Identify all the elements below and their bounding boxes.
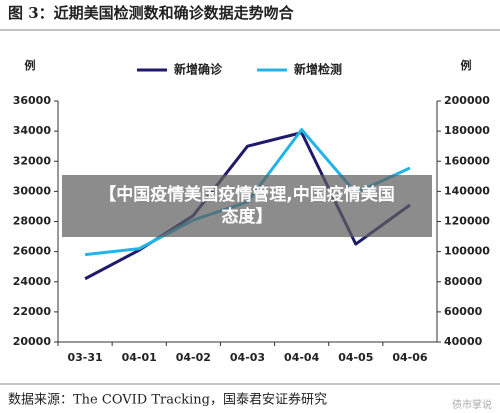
y2-tick-label: 40000 (444, 335, 483, 348)
x-tick-label: 04-06 (392, 351, 428, 364)
y-tick-label: 34000 (13, 124, 52, 137)
y2-tick-label: 140000 (444, 184, 490, 197)
y-tick-label: 24000 (13, 275, 52, 288)
x-tick-label: 04-03 (230, 351, 265, 364)
y-tick-label: 28000 (13, 215, 52, 228)
source: 数据来源：The COVID Tracking，国泰君安证券研究 (8, 392, 327, 408)
x-tick-label: 04-05 (338, 351, 373, 364)
x-tick-label: 04-01 (122, 351, 157, 364)
x-tick-label: 04-02 (176, 351, 211, 364)
y-axis-label: 例 (25, 58, 36, 72)
legend-label: 新增检测 (294, 62, 342, 77)
x-tick-label: 04-04 (284, 351, 320, 364)
watermark: 债市掌说 (452, 398, 492, 411)
y-tick-label: 32000 (13, 154, 52, 167)
y-tick-label: 30000 (13, 184, 52, 197)
y2-tick-label: 160000 (444, 154, 490, 167)
legend-label: 新增确诊 (174, 62, 223, 77)
y2-tick-label: 100000 (444, 245, 490, 258)
overlay-text: 【中国疫情美国疫情管理,中国疫情美国态度】 (99, 185, 395, 227)
y-tick-label: 22000 (13, 305, 52, 318)
x-tick-label: 03-31 (67, 351, 102, 364)
y-tick-label: 36000 (13, 94, 52, 107)
overlay-banner: 【中国疫情美国疫情管理,中国疫情美国态度】 (62, 175, 432, 237)
y2-tick-label: 180000 (444, 124, 490, 137)
chart-title: 图 3：近期美国检测数和确诊数据走势吻合 (8, 4, 295, 22)
y-tick-label: 26000 (13, 245, 52, 258)
y2-tick-label: 200000 (444, 94, 490, 107)
y-tick-label: 20000 (13, 335, 52, 348)
y2-axis-label: 例 (461, 58, 472, 72)
y2-tick-label: 80000 (444, 275, 483, 288)
y2-tick-label: 60000 (444, 305, 483, 318)
y2-tick-label: 120000 (444, 215, 490, 228)
